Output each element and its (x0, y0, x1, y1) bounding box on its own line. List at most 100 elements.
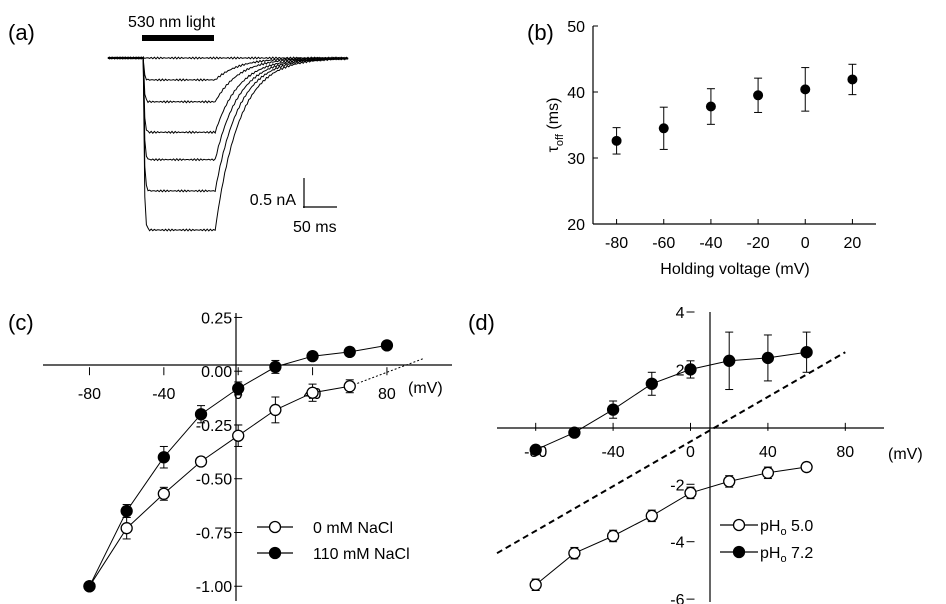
panel-c: -80-4004080-1.00-0.75-0.50-0.250.000.25 … (43, 310, 452, 601)
b-marks (611, 63, 858, 155)
c-y-tick-label: -0.25 (196, 418, 233, 435)
c-legend-label-filled: 110 mM NaCl (313, 546, 410, 563)
d-data-point (761, 466, 775, 479)
c-data-point (120, 504, 133, 518)
c-legend-marker-open (268, 520, 282, 534)
c-data-point (343, 380, 356, 393)
panel-a-label: (a) (8, 20, 35, 45)
d-data-point (529, 443, 542, 456)
d-data-point (761, 351, 775, 365)
b-ticks: -80 -60 -40 -20 0 20 20 30 40 50 (567, 19, 861, 252)
b-x-tick-label: -60 (652, 235, 675, 252)
b-y-axis-title: τoff (ms) (545, 98, 566, 153)
b-y-tick-label: 30 (567, 151, 585, 168)
c-legend-marker-filled (268, 546, 282, 560)
d-x-tick-label: 40 (759, 444, 777, 461)
c-data-point (306, 386, 319, 399)
d-legend-label-open: pHo 5.0 (760, 518, 813, 538)
b-y-tick-label: 20 (567, 217, 585, 234)
b-data-point (611, 135, 622, 146)
c-y-tick-label: -0.75 (196, 525, 233, 542)
c-data-point (306, 350, 319, 363)
c-x-tick-label: 80 (378, 386, 396, 403)
d-x-tick-label: 0 (686, 444, 695, 461)
d-reference-line (496, 351, 846, 555)
d-data-point (568, 426, 581, 439)
d-y-tick-label: -4 (670, 535, 684, 552)
current-trace (107, 56, 349, 104)
current-trace (107, 56, 349, 232)
current-traces (107, 55, 349, 232)
c-y-tick-label: -0.50 (196, 472, 233, 489)
d-data-point (568, 547, 581, 560)
d-data-point (645, 509, 658, 523)
scale-current-label: 0.5 nA (250, 192, 297, 209)
c-data-point (83, 580, 96, 593)
b-x-tick-label: 0 (801, 235, 810, 252)
d-data-point (723, 475, 736, 488)
b-x-tick-label: -20 (747, 235, 770, 252)
current-trace (107, 56, 349, 134)
d-data-point (606, 403, 620, 416)
c-data-point (232, 429, 245, 442)
panel-a: 530 nm light 0.5 nA 50 ms (107, 14, 349, 236)
b-x-axis-title: Holding voltage (mV) (660, 261, 809, 278)
panel-b-label: (b) (527, 20, 554, 45)
c-data-point (232, 382, 245, 395)
d-legend-marker-open (732, 518, 746, 532)
d-legend-marker-filled (732, 545, 746, 559)
panel-d-label: (d) (468, 310, 495, 335)
c-data-point (380, 339, 394, 352)
c-y-tick-label: 0.00 (201, 364, 232, 381)
c-legend: 0 mM NaCl 110 mM NaCl (257, 520, 410, 563)
c-x-tick-label: -40 (152, 386, 175, 403)
d-series-line (535, 466, 807, 586)
b-x-tick-label: -80 (605, 235, 628, 252)
d-y-tick-label: 4 (676, 305, 685, 322)
d-data-point (529, 578, 542, 591)
c-data-point (157, 487, 170, 500)
current-trace (107, 56, 349, 60)
stimulus-label: 530 nm light (128, 14, 216, 31)
b-data-point (847, 74, 858, 85)
c-data-point (343, 345, 356, 359)
c-y-tick-label: -1.00 (196, 579, 233, 596)
d-data-point (723, 354, 736, 367)
b-x-tick-label: 20 (844, 235, 862, 252)
b-data-point (753, 90, 764, 101)
c-x-unit: (mV) (408, 380, 443, 397)
c-marks (83, 339, 425, 593)
c-data-point (157, 451, 170, 464)
d-data-point (645, 377, 658, 390)
d-x-tick-label: 80 (836, 444, 854, 461)
d-y-tick-label: -2 (670, 477, 684, 494)
panel-b: -80 -60 -40 -20 0 20 20 30 40 50 Holding voltage … (545, 19, 876, 278)
c-data-point (269, 360, 282, 374)
c-series-line (89, 385, 350, 587)
d-data-point (684, 486, 697, 500)
c-legend-label-open: 0 mM NaCl (313, 520, 393, 537)
scale-time-label: 50 ms (293, 219, 337, 236)
c-y-tick-label: 0.25 (201, 310, 232, 327)
c-data-point (120, 522, 133, 535)
c-data-point (194, 408, 208, 421)
c-x-tick-label: -80 (78, 386, 101, 403)
d-legend-label-filled: pHo 7.2 (760, 545, 813, 565)
c-data-point (194, 455, 208, 468)
d-marks (496, 331, 846, 592)
d-y-tick-label: -6 (670, 592, 684, 604)
d-data-point (684, 363, 697, 376)
b-data-point (705, 101, 716, 112)
panel-c-label: (c) (8, 310, 34, 335)
d-data-point (800, 346, 813, 359)
d-y-tick-label: 2 (676, 362, 685, 379)
b-data-point (800, 84, 811, 95)
d-data-point (606, 529, 620, 543)
d-data-point (800, 460, 813, 474)
b-data-point (658, 123, 669, 134)
d-legend: pHo 5.0 pHo 7.2 (720, 518, 813, 565)
stimulus-bar (142, 35, 214, 41)
b-y-tick-label: 40 (567, 85, 585, 102)
